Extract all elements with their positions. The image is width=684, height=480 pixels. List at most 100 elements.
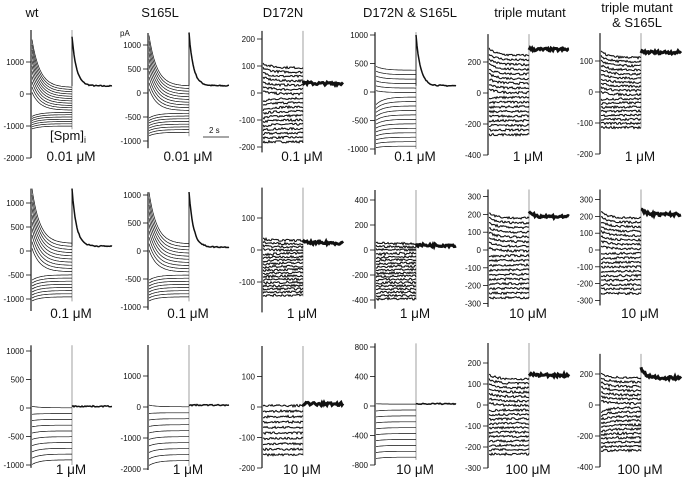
current-trace bbox=[31, 125, 72, 130]
current-trace bbox=[600, 291, 642, 296]
current-trace bbox=[31, 453, 72, 459]
current-trace bbox=[262, 414, 304, 419]
current-trace bbox=[262, 261, 304, 266]
current-trace bbox=[31, 60, 72, 97]
y-tick-label: -500 bbox=[8, 433, 25, 442]
current-trace bbox=[600, 121, 642, 126]
current-trace bbox=[31, 188, 72, 244]
current-trace bbox=[375, 270, 417, 276]
current-trace bbox=[488, 109, 530, 114]
current-trace bbox=[148, 442, 189, 447]
panel-0-3: 1000 500 0 -500 -1000 0.1 μM bbox=[348, 31, 457, 164]
current-trace bbox=[488, 47, 530, 57]
y-tick-label: 1000 bbox=[123, 41, 141, 50]
concentration-label: 100 μM bbox=[505, 462, 550, 477]
tail-current-trace bbox=[301, 399, 345, 409]
current-trace bbox=[488, 295, 530, 300]
current-trace bbox=[488, 401, 530, 408]
y-tick-label: 0 bbox=[477, 246, 482, 255]
current-trace bbox=[31, 208, 72, 253]
current-trace bbox=[488, 88, 529, 95]
y-tick-label: 300 bbox=[580, 196, 594, 205]
current-trace bbox=[600, 96, 642, 102]
current-trace bbox=[148, 296, 189, 302]
current-trace bbox=[488, 447, 530, 452]
current-trace bbox=[148, 41, 190, 89]
y-tick-label: -100 bbox=[577, 263, 594, 272]
current-trace bbox=[600, 395, 642, 401]
y-tick-label: 500 bbox=[128, 65, 142, 74]
panel-0-4: 200 0 -200 -400 1 μM bbox=[465, 34, 570, 164]
tail-current-trace bbox=[71, 36, 113, 88]
current-trace bbox=[31, 424, 72, 428]
current-trace bbox=[600, 410, 642, 417]
current-trace bbox=[31, 55, 72, 95]
current-trace bbox=[600, 273, 642, 278]
current-trace bbox=[262, 237, 304, 243]
current-trace bbox=[488, 132, 530, 137]
column-title-s165l: S165L bbox=[141, 5, 179, 20]
current-trace bbox=[375, 96, 416, 105]
current-trace bbox=[375, 80, 416, 84]
current-trace bbox=[148, 204, 190, 251]
current-trace bbox=[488, 54, 530, 62]
concentration-label: 10 μM bbox=[509, 306, 547, 321]
concentration-label: 1 μM bbox=[513, 149, 543, 164]
current-trace bbox=[375, 290, 417, 295]
y-tick-label: -500 bbox=[125, 113, 142, 122]
current-trace bbox=[148, 404, 189, 408]
current-trace bbox=[375, 439, 416, 442]
current-trace bbox=[600, 100, 642, 106]
current-trace bbox=[31, 92, 72, 111]
current-trace bbox=[375, 114, 416, 121]
current-trace bbox=[31, 459, 72, 465]
panel-0-2: 200 100 0 -100 -200 0.1 μM bbox=[239, 30, 345, 164]
y-tick-label: 200 bbox=[355, 221, 369, 230]
current-trace bbox=[262, 271, 304, 275]
tail-current-trace bbox=[640, 207, 682, 220]
current-trace bbox=[148, 76, 189, 106]
current-trace bbox=[262, 139, 304, 144]
current-trace bbox=[148, 217, 189, 257]
tail-current-trace bbox=[527, 369, 571, 380]
spm-label-subscript: i bbox=[84, 135, 86, 145]
current-trace bbox=[148, 64, 189, 100]
y-tick-label: 0 bbox=[251, 246, 256, 255]
panel-1-2: 100 0 -100 1 μM bbox=[239, 187, 345, 321]
current-trace bbox=[148, 418, 189, 421]
y-tick-label: 0 bbox=[20, 247, 25, 256]
y-tick-label: -400 bbox=[465, 151, 482, 160]
current-trace bbox=[375, 267, 417, 272]
panel-1-4: 300 200 100 0 -100 -200 -300 10 μM bbox=[465, 189, 570, 321]
y-tick-label: -200 bbox=[239, 143, 256, 152]
tail-current-trace bbox=[188, 192, 230, 249]
current-trace bbox=[375, 90, 416, 93]
current-trace bbox=[31, 121, 72, 126]
current-trace bbox=[262, 135, 304, 140]
y-tick-label: 800 bbox=[355, 343, 369, 352]
current-trace bbox=[488, 258, 530, 263]
current-trace bbox=[31, 436, 72, 440]
y-tick-label: -2000 bbox=[4, 154, 25, 163]
current-trace bbox=[375, 75, 416, 80]
current-trace bbox=[148, 53, 190, 95]
current-trace bbox=[600, 78, 642, 85]
y-tick-label: 500 bbox=[355, 60, 369, 69]
current-trace bbox=[600, 414, 641, 421]
current-trace bbox=[262, 254, 304, 260]
current-trace bbox=[600, 260, 642, 265]
current-trace bbox=[31, 419, 72, 421]
current-trace bbox=[600, 226, 642, 233]
tail-current-trace bbox=[527, 45, 570, 54]
current-trace bbox=[262, 104, 304, 112]
y-tick-label: -400 bbox=[352, 296, 369, 305]
y-tick-label: 1000 bbox=[6, 347, 24, 356]
current-trace bbox=[262, 452, 304, 457]
current-trace bbox=[148, 112, 189, 119]
current-trace bbox=[375, 283, 417, 288]
current-trace bbox=[148, 70, 189, 103]
current-trace bbox=[600, 385, 642, 393]
current-trace bbox=[262, 436, 304, 441]
current-trace bbox=[148, 280, 189, 287]
concentration-label: 1 μM bbox=[287, 306, 317, 321]
